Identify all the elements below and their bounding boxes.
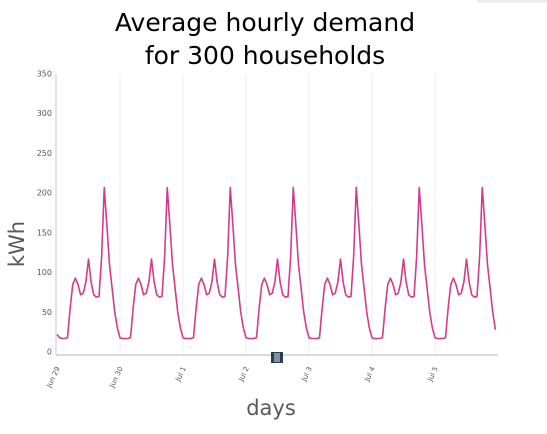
- series: [56, 186, 497, 340]
- y-axis-label: kWh: [5, 221, 29, 267]
- chart-title-line-2: for 300 households: [144, 41, 386, 70]
- gridlines: [119, 74, 436, 355]
- x-tick-labels: Jun 29 Jun 30 Jul 1 Jul 2 Jul 3 Jul 4 Jul 5: [45, 365, 440, 390]
- x-tick-label: Jul 1: [174, 365, 188, 383]
- axes: [55, 74, 498, 356]
- scrollbar-handle-grip[interactable]: [274, 353, 280, 362]
- y-tick-label: 0: [47, 348, 52, 357]
- chart-title: Average hourly demand for 300 households: [0, 6, 530, 72]
- range-scrollbar[interactable]: [271, 352, 283, 363]
- x-tick-label: Jul 3: [300, 365, 314, 383]
- y-tick-label: 50: [42, 308, 52, 317]
- y-tick-label: 100: [37, 268, 52, 277]
- x-axis-label: days: [246, 396, 296, 420]
- y-tick-label: 150: [37, 228, 52, 237]
- chart-title-line-1: Average hourly demand: [114, 8, 416, 37]
- series-line: [56, 186, 497, 340]
- x-tick-label: Jun 29: [45, 365, 62, 389]
- y-tick-label: 250: [37, 149, 52, 158]
- y-tick-label: 300: [37, 109, 52, 118]
- y-tick-labels: 0 50 100 150 200 250 300 350: [37, 70, 52, 357]
- x-tick-label: Jun 30: [108, 365, 125, 389]
- top-edge-line: [477, 0, 547, 3]
- x-tick-label: Jul 5: [426, 365, 440, 383]
- y-tick-label: 350: [37, 70, 52, 79]
- x-tick-label: Jul 4: [363, 365, 377, 383]
- y-tick-label: 200: [37, 189, 52, 198]
- x-tick-label: Jul 2: [237, 365, 251, 383]
